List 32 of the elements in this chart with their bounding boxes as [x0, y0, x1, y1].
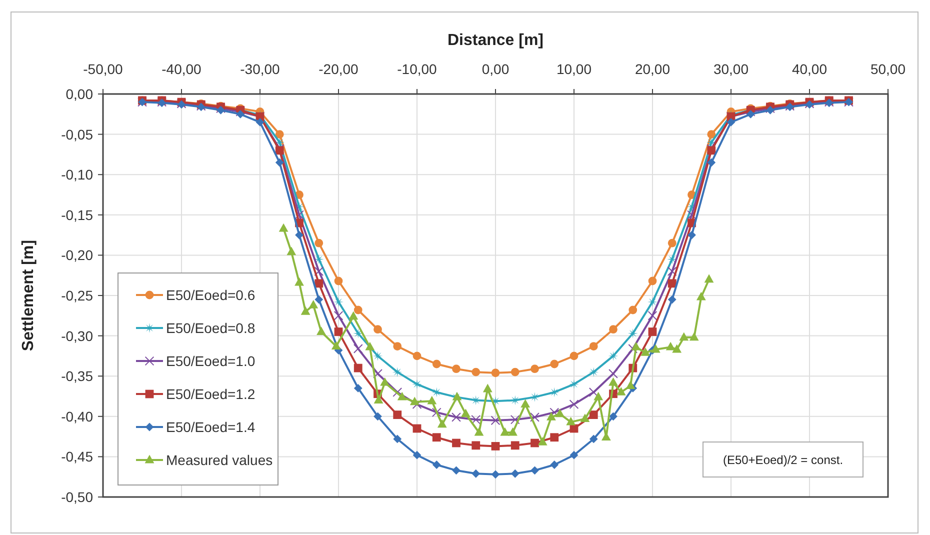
x-tick-label: 50,00: [870, 61, 906, 77]
y-tick-label: -0,10: [61, 166, 94, 183]
x-tick-label: -10,00: [397, 61, 438, 77]
x-tick-label: -20,00: [318, 61, 359, 77]
legend-label: E50/Eoed=1.4: [166, 419, 256, 435]
legend-label: E50/Eoed=1.2: [166, 386, 256, 402]
legend-label: E50/Eoed=1.0: [166, 353, 256, 369]
y-tick-label: -0,45: [61, 448, 94, 465]
y-tick-label: -0,40: [61, 408, 94, 424]
x-tick-label: -40,00: [162, 61, 202, 77]
note-box: (E50+Eoed)/2 = const.: [702, 442, 864, 478]
y-tick-label: -0,05: [61, 126, 94, 142]
x-tick-label: 0,00: [482, 61, 510, 77]
x-axis-title: Distance [m]: [447, 32, 544, 49]
y-tick-label: -0,15: [61, 206, 94, 223]
x-tick-label: 30,00: [713, 61, 749, 77]
legend-label: E50/Eoed=0.6: [166, 287, 256, 303]
y-tick-label: 0,00: [66, 86, 94, 102]
x-tick-label: -50,00: [83, 61, 124, 77]
y-tick-label: -0,50: [61, 489, 94, 505]
y-tick-label: -0,25: [61, 288, 94, 304]
y-tick-label: -0,30: [61, 328, 94, 344]
legend-label: E50/Eoed=0.8: [166, 320, 256, 336]
x-tick-label: 20,00: [634, 61, 670, 77]
x-tick-label: 40,00: [792, 61, 828, 77]
x-tick-label: 10,00: [556, 61, 592, 77]
legend-label: Measured values: [166, 452, 273, 468]
x-tick-label: -30,00: [240, 61, 280, 77]
y-tick-label: -0,35: [61, 368, 94, 384]
y-axis-title: Settlement [m]: [20, 240, 37, 352]
y-tick-label: -0,20: [61, 247, 94, 264]
annotation: (E50+Eoed)/2 = const.: [722, 453, 844, 467]
